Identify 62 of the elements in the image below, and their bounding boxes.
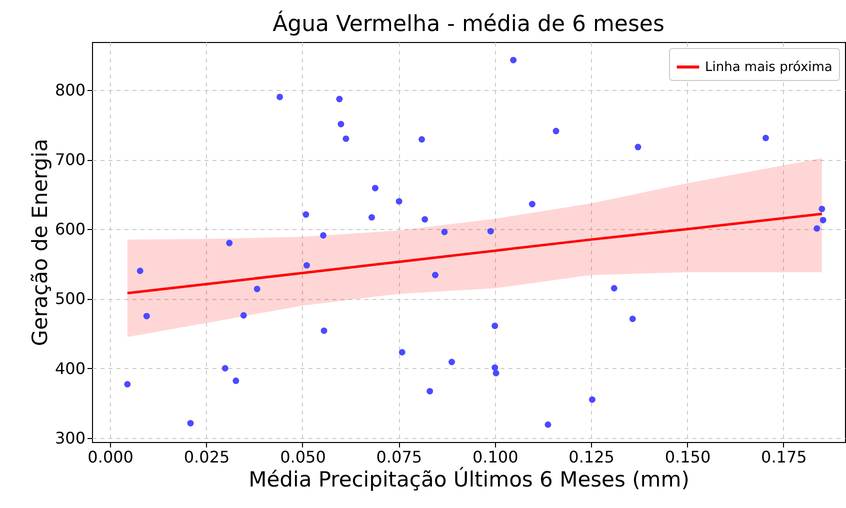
point [124, 381, 131, 388]
point [629, 316, 636, 322]
point [492, 322, 498, 330]
point [762, 134, 769, 142]
y-tick-label: 600 [54, 220, 86, 239]
legend-label: Linha mais próxima [705, 60, 832, 75]
point [396, 198, 402, 205]
line-series [126, 212, 824, 294]
x-tick-label: 0.025 [184, 448, 230, 466]
chart-title: Água Vermelha - média de 6 meses [272, 10, 664, 37]
point [240, 312, 247, 319]
y-tick-label: 800 [54, 80, 86, 100]
point [254, 286, 260, 292]
point [818, 206, 826, 212]
point [276, 94, 284, 100]
point [342, 135, 350, 142]
point [302, 211, 310, 218]
y-tick-label: 300 [54, 428, 86, 448]
x-tick-label: 0.125 [568, 448, 614, 466]
point [588, 396, 596, 403]
x-tick-label: 0.100 [472, 448, 518, 466]
point [232, 378, 240, 384]
x-tick-label: 0.050 [280, 448, 326, 466]
point [372, 184, 378, 192]
point [492, 370, 500, 376]
point [487, 228, 494, 234]
point [143, 312, 150, 320]
point [320, 327, 328, 334]
point [492, 364, 498, 371]
point [336, 96, 343, 102]
y-tick-label: 400 [54, 358, 86, 378]
point [814, 225, 820, 232]
point [432, 272, 438, 278]
point [610, 285, 618, 292]
x-tick-label: 0.175 [761, 448, 807, 466]
point [303, 262, 310, 269]
y-tick-label: 700 [54, 150, 86, 170]
y-axis-title: Geração de Energia [28, 138, 52, 346]
point [368, 214, 375, 221]
y-tick-label: 500 [54, 289, 86, 308]
point [510, 56, 517, 64]
point [544, 421, 552, 428]
point [226, 240, 233, 246]
point [222, 365, 228, 372]
point [136, 268, 144, 274]
x-axis-title: Média Precipitação Últimos 6 Meses (mm) [248, 466, 690, 492]
x-tick-label: 0.075 [376, 448, 422, 466]
x-tick-label: 0.000 [88, 448, 134, 466]
point [320, 232, 326, 239]
point [338, 120, 344, 128]
point [448, 358, 455, 366]
point [418, 136, 425, 143]
x-tick-label: 0.150 [664, 448, 711, 466]
point [426, 388, 434, 394]
point [528, 200, 536, 208]
point [820, 216, 826, 224]
point [634, 144, 642, 150]
point [398, 349, 406, 356]
point [552, 128, 560, 134]
point [422, 216, 428, 223]
point [187, 420, 194, 426]
point [441, 228, 448, 236]
